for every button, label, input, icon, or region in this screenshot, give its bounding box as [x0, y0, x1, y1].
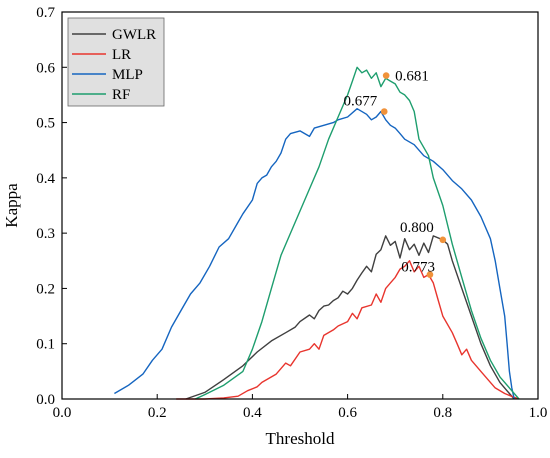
- legend-label-gwlr: GWLR: [112, 27, 156, 43]
- y-tick-label: 0.3: [36, 226, 55, 242]
- y-tick-label: 0.0: [36, 392, 55, 408]
- series-group: [114, 66, 520, 400]
- annotation-marker: [380, 108, 388, 115]
- annotation-label: 0.677: [344, 94, 378, 110]
- legend-box: [67, 17, 165, 107]
- y-tick-label: 0.4: [36, 171, 55, 187]
- legend-label-lr: LR: [112, 47, 131, 63]
- annotation-marker: [426, 271, 434, 278]
- annotation-label: 0.800: [400, 220, 434, 236]
- annotations-group: 0.681 0.677 0.800 0.773: [344, 69, 447, 278]
- series-line-gwlr: [185, 235, 515, 400]
- legend-label-mlp: MLP: [112, 67, 143, 83]
- x-tick-label: 0.6: [338, 405, 357, 421]
- x-tick-label: 0.8: [433, 405, 452, 421]
- annotation-label: 0.681: [395, 69, 429, 85]
- y-tick-label: 0.5: [36, 116, 55, 132]
- axes-group: 0.0 0.2 0.4 0.6 0.8 1.0 0.0 0.1 0.2 0.3 0.4 0.5 0.6 0…: [36, 5, 547, 421]
- x-tick-label: 0.4: [243, 405, 262, 421]
- annotation-label: 0.773: [401, 260, 435, 276]
- legend: GWLR LR MLP RF: [67, 17, 165, 107]
- annotation-marker: [382, 72, 390, 79]
- y-axis-label: Kappa: [2, 183, 21, 228]
- y-tick-label: 0.1: [36, 337, 55, 353]
- annotation-marker: [439, 236, 447, 244]
- plot-frame: [61, 11, 539, 400]
- y-tick-label: 0.6: [36, 60, 55, 76]
- y-tick-label: 0.2: [36, 281, 55, 297]
- series-line-lr: [176, 260, 520, 400]
- x-tick-label: 0.2: [148, 405, 167, 421]
- x-tick-label: 0.0: [53, 405, 72, 421]
- y-tick-label: 0.7: [36, 5, 55, 21]
- series-line-mlp: [114, 108, 515, 400]
- x-tick-label: 1.0: [529, 405, 548, 421]
- legend-label-rf: RF: [112, 87, 130, 103]
- series-line-rf: [195, 66, 520, 400]
- x-axis-label: Threshold: [266, 429, 335, 448]
